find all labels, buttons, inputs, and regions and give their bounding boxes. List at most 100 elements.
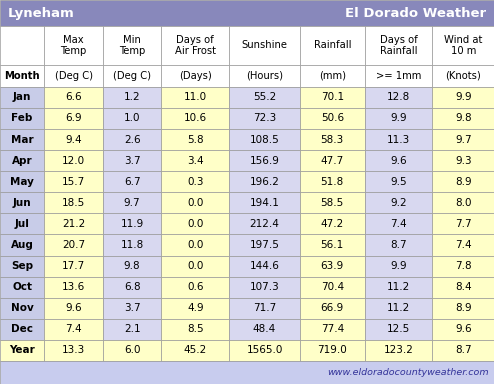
Bar <box>432 26 494 65</box>
Bar <box>300 214 365 234</box>
Text: Month: Month <box>4 71 40 81</box>
Text: 8.4: 8.4 <box>455 282 471 292</box>
Text: Lyneham: Lyneham <box>7 7 74 20</box>
Text: 0.0: 0.0 <box>187 240 204 250</box>
Bar <box>300 26 365 65</box>
Text: 2.6: 2.6 <box>124 134 140 144</box>
Text: Days of
Air Frost: Days of Air Frost <box>175 35 216 56</box>
Bar <box>103 150 162 171</box>
Text: 15.7: 15.7 <box>62 177 85 187</box>
Bar <box>44 319 103 340</box>
Bar <box>44 129 103 150</box>
Text: 3.7: 3.7 <box>124 156 140 166</box>
Text: 0.0: 0.0 <box>187 198 204 208</box>
Bar <box>162 192 229 214</box>
Text: 48.4: 48.4 <box>253 324 276 334</box>
Bar <box>229 129 300 150</box>
Text: Jan: Jan <box>13 92 31 102</box>
Text: 9.5: 9.5 <box>390 177 407 187</box>
Bar <box>300 87 365 108</box>
Text: Wind at
10 m: Wind at 10 m <box>444 35 482 56</box>
Text: 9.8: 9.8 <box>124 261 140 271</box>
Text: 9.4: 9.4 <box>65 134 82 144</box>
Text: 6.9: 6.9 <box>65 113 82 123</box>
Bar <box>300 65 365 87</box>
Text: 9.9: 9.9 <box>455 92 471 102</box>
Bar <box>365 129 432 150</box>
Bar <box>229 255 300 276</box>
Text: 7.8: 7.8 <box>455 261 471 271</box>
Bar <box>365 87 432 108</box>
Bar <box>300 234 365 255</box>
Bar <box>0 87 44 108</box>
Bar <box>365 319 432 340</box>
Bar <box>300 319 365 340</box>
Bar <box>44 192 103 214</box>
Text: 9.8: 9.8 <box>455 113 471 123</box>
Text: 6.7: 6.7 <box>124 177 140 187</box>
Bar <box>44 65 103 87</box>
Bar <box>103 319 162 340</box>
Bar <box>44 150 103 171</box>
Text: 3.7: 3.7 <box>124 303 140 313</box>
Text: 66.9: 66.9 <box>321 303 344 313</box>
Text: 6.8: 6.8 <box>124 282 140 292</box>
Bar <box>0 108 44 129</box>
Bar <box>365 234 432 255</box>
Bar <box>300 108 365 129</box>
Text: Dec: Dec <box>11 324 33 334</box>
Text: Aug: Aug <box>11 240 34 250</box>
Bar <box>162 214 229 234</box>
Bar <box>0 234 44 255</box>
Text: 21.2: 21.2 <box>62 219 85 229</box>
Text: May: May <box>10 177 34 187</box>
Bar <box>365 276 432 298</box>
Bar <box>44 255 103 276</box>
Bar <box>0 65 44 87</box>
Bar <box>229 108 300 129</box>
Text: Jul: Jul <box>15 219 30 229</box>
Bar <box>229 214 300 234</box>
Text: 8.9: 8.9 <box>455 177 471 187</box>
Text: 7.4: 7.4 <box>65 324 82 334</box>
Text: 18.5: 18.5 <box>62 198 85 208</box>
Text: 7.4: 7.4 <box>455 240 471 250</box>
Bar <box>432 108 494 129</box>
Bar <box>44 26 103 65</box>
Bar <box>300 150 365 171</box>
Text: Apr: Apr <box>12 156 33 166</box>
Text: 70.1: 70.1 <box>321 92 344 102</box>
Text: Days of
Rainfall: Days of Rainfall <box>380 35 417 56</box>
Bar <box>0 340 44 361</box>
Bar <box>162 319 229 340</box>
Bar <box>44 340 103 361</box>
Text: (Days): (Days) <box>179 71 211 81</box>
Bar <box>300 171 365 192</box>
Text: >= 1mm: >= 1mm <box>376 71 421 81</box>
Bar <box>162 234 229 255</box>
Bar <box>0 255 44 276</box>
Bar <box>300 276 365 298</box>
Bar <box>162 150 229 171</box>
Text: 6.6: 6.6 <box>65 92 82 102</box>
Text: El Dorado Weather: El Dorado Weather <box>345 7 487 20</box>
Bar <box>162 65 229 87</box>
Text: 56.1: 56.1 <box>321 240 344 250</box>
Bar <box>365 298 432 319</box>
Text: 71.7: 71.7 <box>253 303 276 313</box>
Text: 9.3: 9.3 <box>455 156 471 166</box>
Text: 9.6: 9.6 <box>390 156 407 166</box>
Text: 0.3: 0.3 <box>187 177 204 187</box>
Text: 55.2: 55.2 <box>253 92 276 102</box>
Bar <box>300 129 365 150</box>
Bar <box>103 87 162 108</box>
Bar <box>229 276 300 298</box>
Text: Jun: Jun <box>13 198 32 208</box>
Bar <box>432 276 494 298</box>
Text: 156.9: 156.9 <box>249 156 280 166</box>
Text: Sunshine: Sunshine <box>242 40 288 50</box>
Text: 1.0: 1.0 <box>124 113 140 123</box>
Bar <box>365 26 432 65</box>
Bar <box>0 150 44 171</box>
Bar <box>365 108 432 129</box>
